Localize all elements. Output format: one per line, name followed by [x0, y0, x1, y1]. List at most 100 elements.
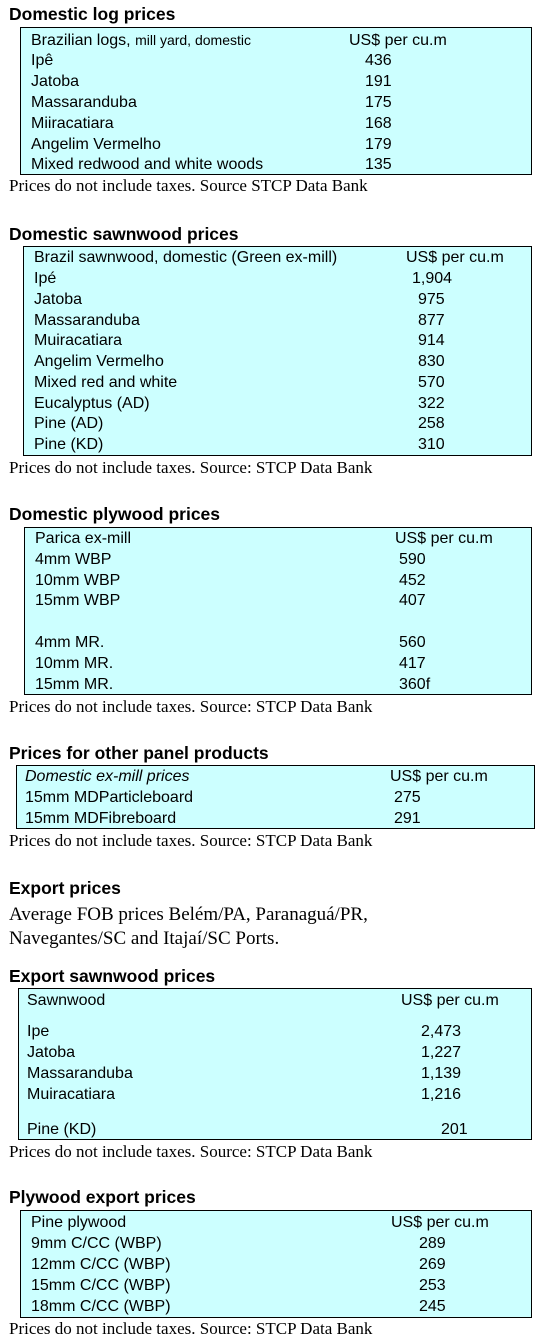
row-value: 417: [399, 655, 426, 672]
row-value: 436: [365, 52, 392, 69]
table-row: 9mm C/CC (WBP) 289: [21, 1233, 531, 1254]
row-name: Eucalyptus (AD): [34, 395, 150, 412]
row-value: 590: [399, 551, 426, 568]
log-title: Domestic log prices: [9, 4, 176, 24]
row-value: 1,216: [421, 1086, 462, 1103]
row-value: 269: [419, 1256, 446, 1273]
table-row: 4mm MR. 560: [25, 632, 531, 653]
table-header: Sawnwood US$ per cu.m: [19, 990, 531, 1011]
row-value: 452: [399, 572, 426, 589]
row-name: 9mm C/CC (WBP): [31, 1235, 162, 1252]
table-row: Angelim Vermelho 830: [24, 351, 531, 372]
table-row: Muiracatiara 914: [24, 330, 531, 351]
exply-header: Pine plywood: [31, 1214, 127, 1231]
row-name: Massaranduba: [31, 94, 137, 111]
row-value: 245: [419, 1298, 446, 1315]
row-name: 15mm WBP: [35, 592, 121, 609]
row-name: 10mm MR.: [35, 655, 114, 672]
ply-table: Parica ex-mill US$ per cu.m 4mm WBP 590 10…: [24, 527, 532, 695]
unit-label: US$ per cu.m: [391, 1214, 489, 1231]
ply-header: Parica ex-mill: [35, 530, 132, 547]
row-value: 975: [418, 291, 445, 308]
row-name: Angelim Vermelho: [31, 136, 161, 153]
row-name: 10mm WBP: [35, 572, 121, 589]
row-name: Jatoba: [34, 291, 83, 308]
source-note: Prices do not include taxes. Source: STC…: [9, 1142, 373, 1161]
exsawn-table: Sawnwood US$ per cu.m Ipe 2,473 Jatoba 1,22…: [18, 988, 532, 1140]
row-value: 407: [399, 592, 426, 609]
row-value: 560: [399, 634, 426, 651]
row-value: 570: [418, 374, 445, 391]
row-value: 322: [418, 395, 445, 412]
row-value: 289: [419, 1235, 446, 1252]
row-value: 191: [365, 73, 392, 90]
table-row: 15mm C/CC (WBP) 253: [21, 1275, 531, 1296]
table-row: 15mm WBP 407: [25, 590, 531, 611]
sawn-title: Domestic sawnwood prices: [9, 224, 239, 244]
row-name: Pine (AD): [34, 415, 104, 432]
table-row: Jatoba 975: [24, 289, 531, 310]
unit-label: US$ per cu.m: [395, 530, 493, 547]
source-note: Prices do not include taxes. Source: STC…: [9, 1319, 373, 1338]
sawn-header: Brazil sawnwood, domestic (Green ex-mill…: [34, 249, 338, 266]
table-header: Parica ex-mill US$ per cu.m: [25, 528, 531, 549]
table-row: Mixed redwood and white woods 135: [21, 154, 531, 175]
table-header: Brazil sawnwood, domestic (Green ex-mill…: [24, 247, 531, 268]
row-name: Muiracatiara: [27, 1086, 116, 1103]
log-table: Brazilian logs, mill yard, domestic US$ …: [20, 27, 532, 175]
export-text: Average FOB prices Belém/PA, Paranaguá/P…: [9, 904, 368, 949]
table-row: Ipé 1,904: [24, 268, 531, 289]
row-name: Pine (KD): [27, 1121, 97, 1138]
table-row: 18mm C/CC (WBP) 245: [21, 1296, 531, 1317]
table-header: Domestic ex-mill prices US$ per cu.m: [17, 766, 534, 787]
row-name: Angelim Vermelho: [34, 353, 164, 370]
panel-table: Domestic ex-mill prices US$ per cu.m 15mm…: [16, 765, 535, 829]
table-row: Pine (AD) 258: [24, 413, 531, 434]
table-row: 10mm MR. 417: [25, 653, 531, 674]
row-name: 15mm MDFibreboard: [25, 810, 177, 827]
row-name: Massaranduba: [34, 312, 140, 329]
row-value: 291: [394, 810, 421, 827]
row-value: 1,139: [421, 1065, 462, 1082]
exsawn-title: Export sawnwood prices: [9, 966, 216, 986]
row-value: 310: [418, 436, 445, 453]
unit-label: US$ per cu.m: [349, 32, 447, 49]
table-row: 12mm C/CC (WBP) 269: [21, 1254, 531, 1275]
table-row: Pine (KD) 310: [24, 434, 531, 455]
unit-label: US$ per cu.m: [406, 249, 504, 266]
row-name: Massaranduba: [27, 1065, 133, 1082]
table-row: Ipê 436: [21, 50, 531, 71]
table-row: Miiracatiara 168: [21, 113, 531, 134]
table-row: 15mm MDParticleboard 275: [17, 787, 534, 808]
table-header: Brazilian logs, mill yard, domestic US$ …: [21, 30, 531, 51]
panel-header: Domestic ex-mill prices: [25, 768, 190, 785]
row-value: 168: [365, 115, 392, 132]
log-header-sub: mill yard, domestic: [135, 32, 251, 48]
unit-label: US$ per cu.m: [401, 992, 499, 1009]
row-name: Pine (KD): [34, 436, 104, 453]
row-value: 175: [365, 94, 392, 111]
row-value: 253: [419, 1277, 446, 1294]
row-name: Jatoba: [27, 1044, 76, 1061]
unit-label: US$ per cu.m: [390, 768, 488, 785]
row-value: 1,904: [412, 270, 453, 287]
row-name: 15mm MDParticleboard: [25, 789, 194, 806]
source-note: Prices do not include taxes. Source: STC…: [9, 831, 373, 850]
row-value: 830: [418, 353, 445, 370]
row-name: 15mm C/CC (WBP): [31, 1277, 171, 1294]
table-row: Massaranduba 175: [21, 92, 531, 113]
table-row: Ipe 2,473: [19, 1021, 531, 1042]
table-row: 15mm MR. 360f: [25, 674, 531, 695]
row-value: 1,227: [421, 1044, 462, 1061]
row-name: Mixed red and white: [34, 374, 178, 391]
source-note: Prices do not include taxes. Source STCP…: [9, 176, 368, 195]
table-row: 4mm WBP 590: [25, 549, 531, 570]
sawn-table: Brazil sawnwood, domestic (Green ex-mill…: [23, 246, 532, 456]
table-row: Massaranduba 877: [24, 310, 531, 331]
table-row: Jatoba 1,227: [19, 1042, 531, 1063]
table-row: Massaranduba 1,139: [19, 1063, 531, 1084]
row-value: 914: [418, 332, 445, 349]
exply-title: Plywood export prices: [9, 1187, 196, 1207]
row-value: 258: [418, 415, 445, 432]
table-row: Muiracatiara 1,216: [19, 1084, 531, 1105]
